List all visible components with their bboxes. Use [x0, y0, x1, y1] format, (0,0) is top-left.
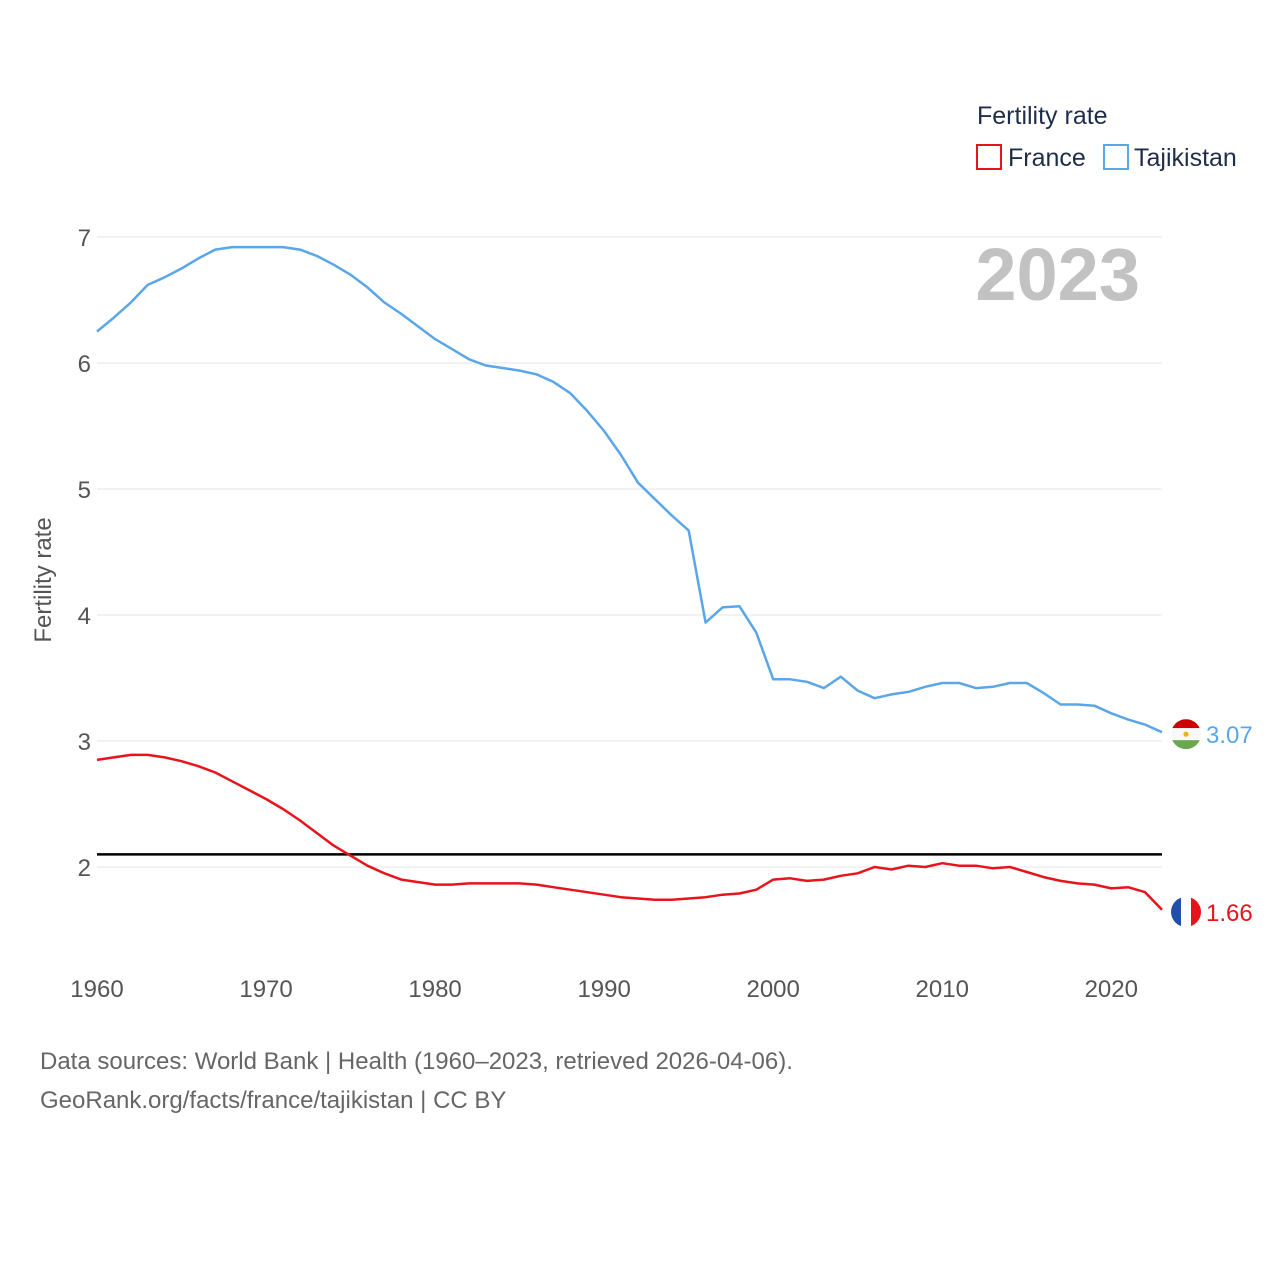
tajikistan-end-value: 3.07 [1206, 722, 1253, 749]
y-axis-label: Fertility rate [30, 517, 57, 642]
legend: Fertility rate France Tajikistan [976, 102, 1237, 172]
y-tick-label: 6 [78, 351, 91, 378]
x-tick-label: 2000 [746, 976, 799, 1003]
y-tick-labels: 2 3 4 5 6 7 [78, 225, 91, 882]
x-tick-label: 1960 [70, 976, 123, 1003]
x-tick-label: 1990 [577, 976, 630, 1003]
x-tick-label: 1980 [408, 976, 461, 1003]
y-tick-label: 5 [78, 477, 91, 504]
legend-title: Fertility rate [977, 102, 1108, 130]
france-flag-icon [1171, 896, 1201, 927]
data-source-note: Data sources: World Bank | Health (1960–… [40, 1042, 793, 1120]
x-tick-label: 1970 [239, 976, 292, 1003]
series-line-tajikistan [96, 245, 1163, 734]
legend-label-france: France [1008, 144, 1086, 172]
x-tick-label: 2020 [1085, 976, 1138, 1003]
y-tick-label: 4 [78, 603, 91, 630]
y-tick-label: 7 [78, 225, 91, 252]
attribution-line: GeoRank.org/facts/france/tajikistan | CC… [40, 1087, 507, 1114]
france-end-value: 1.66 [1206, 900, 1253, 927]
current-year-label: 2023 [975, 233, 1140, 316]
y-tick-label: 2 [78, 855, 91, 882]
legend-label-tajikistan: Tajikistan [1134, 144, 1237, 172]
source-line: Data sources: World Bank | Health (1960–… [40, 1048, 793, 1075]
fertility-rate-chart: 2 3 4 5 6 7 1960 1970 1980 1990 2000 2010 2020 Fert… [30, 102, 1253, 1003]
legend-swatch-tajikistan [1103, 144, 1129, 170]
legend-swatch-france [976, 144, 1002, 170]
x-tick-labels: 1960 1970 1980 1990 2000 2010 2020 [70, 976, 1138, 1003]
series-line-france [96, 753, 1163, 911]
grid-lines [97, 236, 1162, 868]
series-lines [96, 245, 1163, 911]
tajikistan-flag-icon [1171, 719, 1201, 750]
x-tick-label: 2010 [916, 976, 969, 1003]
y-tick-label: 3 [78, 729, 91, 756]
